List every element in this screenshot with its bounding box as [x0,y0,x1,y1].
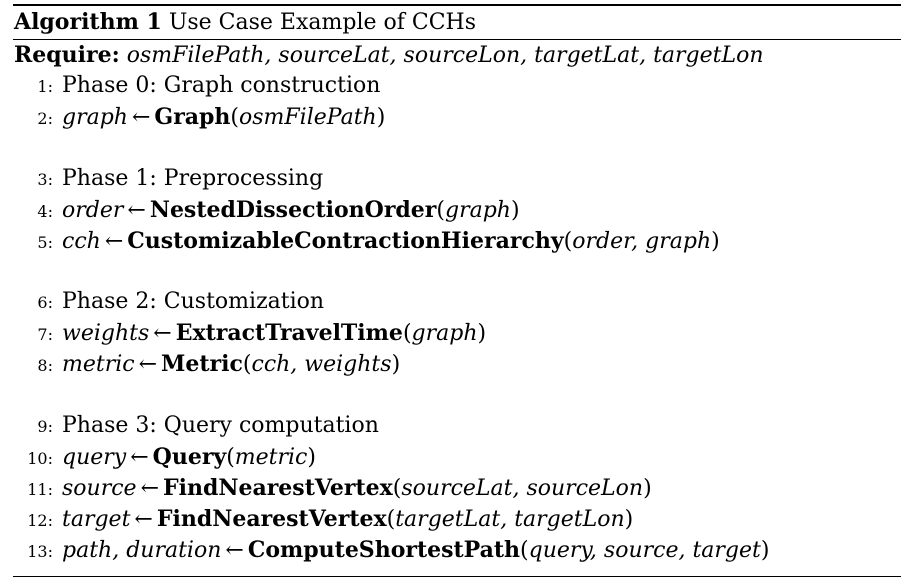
function-args: query, source, target [528,538,761,563]
algorithm-title: Use Case Example of CCHs [161,10,477,35]
function-args: graph [411,321,478,346]
function-args: order, graph [572,229,712,254]
line-lhs: graph [62,105,128,130]
line-number: 9: [37,417,53,436]
line-number: 12: [27,511,53,530]
bottom-rule [13,576,901,577]
line-number: 10: [27,449,53,468]
function-name: ExtractTravelTime [175,320,403,346]
assign-arrow: ← [138,352,158,377]
assign-arrow: ← [130,445,149,470]
algorithm-line: 7: weights ← ExtractTravelTime(graph) [13,319,486,349]
algorithm-label: Algorithm 1 [14,9,162,35]
line-number: 7: [37,325,53,344]
function-name: Query [152,444,227,470]
function-name: FindNearestVertex [163,475,393,501]
algorithm-line: 11: source ← FindNearestVertex(sourceLat, … [13,474,651,504]
algorithm-line: 9: Phase 3: Query computation [13,412,379,441]
line-lhs: source [62,476,137,501]
line-number: 13: [27,542,53,561]
function-name: NestedDissectionOrder [149,197,437,223]
function-args: targetLat, targetLon [395,507,625,532]
algorithm-line: 8: metric ← Metric(cch, weights) [13,350,400,380]
line-lhs: query [62,445,127,470]
function-args: cch, weights [251,352,392,377]
line-lhs: target [62,507,131,532]
assign-arrow: ← [134,507,153,532]
algorithm-line: 1: Phase 0: Graph construction [13,72,380,101]
line-number: 5: [37,233,53,252]
line-lhs: cch [62,229,101,254]
line-text: Phase 2: Customization [62,289,325,314]
assign-arrow: ← [225,538,244,563]
top-rule [13,4,901,6]
algorithm-line: 6: Phase 2: Customization [13,288,324,317]
assign-arrow: ← [104,229,124,254]
algorithm-line: 3: Phase 1: Preprocessing [13,165,323,194]
line-number: 2: [37,109,53,128]
assign-arrow: ← [131,105,151,130]
line-lhs: path, duration [62,538,222,563]
line-number: 3: [37,170,53,189]
line-lhs: metric [62,352,135,377]
line-number: 4: [37,202,53,221]
require-keyword: Require: [14,42,120,68]
function-name: FindNearestVertex [156,506,387,532]
assign-arrow: ← [153,321,172,346]
caption-rule [13,39,901,40]
line-number: 6: [37,293,53,312]
line-text: Phase 0: Graph construction [62,73,381,98]
line-number: 11: [27,480,53,499]
function-args: sourceLat, sourceLon [401,476,644,501]
function-name: ComputeShortestPath [247,537,521,563]
line-number: 8: [37,356,53,375]
line-text: Phase 3: Query computation [62,413,379,438]
require-line: Require: osmFilePath, sourceLat, sourceL… [14,41,764,70]
function-name: CustomizableContractionHierarchy [127,228,564,254]
assign-arrow: ← [140,476,159,501]
function-args: osmFilePath [239,105,377,130]
algorithm-line: 4: order ← NestedDissectionOrder(graph) [13,196,519,226]
algorithm-line: 10: query ← Query(metric) [13,443,316,473]
function-args: graph [444,198,511,223]
algorithm-line: 2: graph ← Graph(osmFilePath) [13,103,385,133]
line-lhs: weights [62,321,150,346]
assign-arrow: ← [127,198,146,223]
line-text: Phase 1: Preprocessing [62,166,324,191]
line-lhs: order [62,198,124,223]
function-args: metric [234,445,308,470]
function-name: Graph [154,104,231,130]
require-params: osmFilePath, sourceLat, sourceLon, targe… [126,43,764,68]
algorithm-line: 12: target ← FindNearestVertex(targetLat, … [13,505,633,535]
algorithm-line: 5: cch ← CustomizableContractionHierarchy(… [13,227,719,257]
line-number: 1: [37,77,53,96]
algorithm-line: 13: path, duration ← ComputeShortestPath(q… [13,536,769,566]
function-name: Metric [161,351,243,377]
algorithm-caption: Algorithm 1 Use Case Example of CCHs [14,8,476,37]
